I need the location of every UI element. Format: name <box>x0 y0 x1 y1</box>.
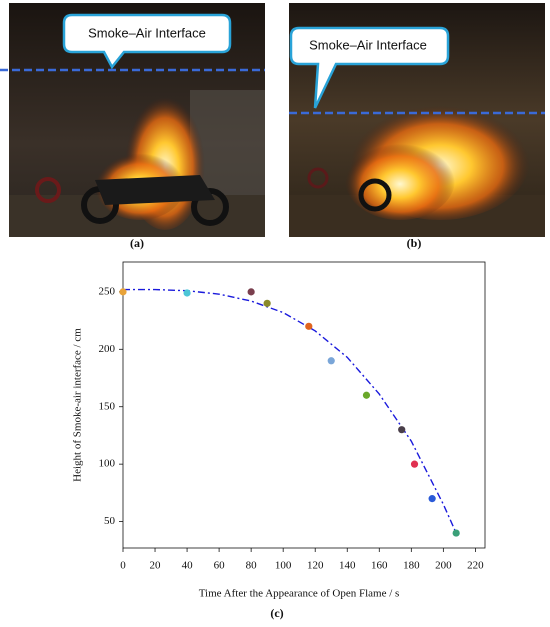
x-tick-label: 40 <box>182 560 194 572</box>
data-point <box>247 288 255 296</box>
data-point <box>398 426 406 434</box>
x-tick-label: 160 <box>371 560 388 572</box>
y-axis-label: Height of Smoke-air interface / cm <box>72 328 84 482</box>
photo-b: Smoke–Air Interface <box>289 3 545 237</box>
x-tick-label: 200 <box>435 560 452 572</box>
x-tick-label: 80 <box>246 560 258 572</box>
data-point <box>428 495 436 503</box>
data-point <box>362 391 371 399</box>
data-point <box>263 299 271 307</box>
x-tick-label: 100 <box>275 560 292 572</box>
x-tick-label: 0 <box>120 560 126 572</box>
x-tick-label: 20 <box>150 560 162 572</box>
y-tick-label: 100 <box>99 458 116 470</box>
callout-text: Smoke–Air Interface <box>309 37 427 52</box>
y-tick-label: 200 <box>99 343 116 355</box>
data-point <box>452 529 460 537</box>
x-tick-label: 220 <box>467 560 484 572</box>
x-tick-label: 120 <box>307 560 324 572</box>
plot-frame <box>122 261 486 549</box>
x-tick-label: 180 <box>403 560 420 572</box>
panel-label: (c) <box>270 606 283 620</box>
photo-a: Smoke–Air Interface <box>0 3 265 237</box>
data-point <box>119 288 127 296</box>
data-point <box>305 322 313 330</box>
y-tick-label: 250 <box>99 285 116 297</box>
scatter-chart: Time After the Appearance of Open Flame … <box>72 261 486 620</box>
x-tick-label: 60 <box>214 560 226 572</box>
data-point <box>183 289 191 297</box>
x-tick-label: 140 <box>339 560 356 572</box>
data-point <box>327 357 335 365</box>
callout-text: Smoke–Air Interface <box>88 25 206 40</box>
fit-curve <box>123 288 457 534</box>
y-tick-label: 50 <box>104 515 116 527</box>
data-point <box>410 460 419 468</box>
x-axis-label: Time After the Appearance of Open Flame … <box>199 588 400 600</box>
y-tick-label: 150 <box>99 400 116 412</box>
panel-label: (a) <box>130 236 144 250</box>
panel-label: (b) <box>407 236 422 250</box>
